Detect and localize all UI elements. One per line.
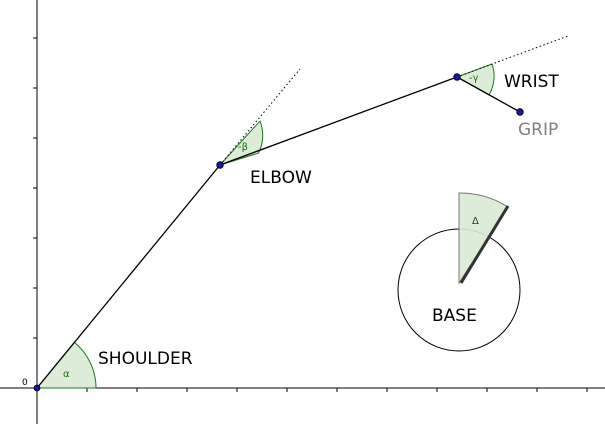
elbow-point: [216, 161, 224, 169]
wrist-point: [453, 73, 461, 81]
beta-label: -β: [238, 142, 248, 153]
alpha-label: α: [63, 369, 70, 380]
alpha-sector: [35, 341, 97, 389]
beta-sector: [218, 120, 264, 167]
base-group: [397, 192, 521, 352]
angle-sectors: [35, 63, 495, 389]
grip-label: GRIP: [518, 120, 558, 140]
joint-labels: SHOULDER ELBOW WRIST GRIP BASE: [98, 72, 559, 369]
hand-link: [456, 76, 521, 113]
y-ticks: [33, 37, 37, 339]
joint-points: [33, 73, 524, 392]
origin-label: 0: [22, 378, 28, 388]
extension-lines: [219, 35, 569, 166]
shoulder-label: SHOULDER: [98, 349, 193, 369]
angle-labels: α -β -γ Δ: [63, 73, 479, 380]
delta-sector: [458, 192, 509, 285]
arm-links: [36, 76, 521, 389]
elbow-label: ELBOW: [250, 168, 312, 188]
grip-point: [516, 108, 524, 116]
shoulder-point: [33, 384, 41, 392]
gamma-label: -γ: [469, 73, 479, 84]
base-label: BASE: [432, 306, 477, 326]
forearm-link: [219, 76, 458, 166]
base-heading-line: [459, 205, 510, 284]
x-ticks: [86, 388, 588, 392]
delta-label: Δ: [472, 216, 479, 227]
upper-arm-link: [36, 164, 221, 389]
shoulder-extension: [219, 68, 301, 166]
wrist-label: WRIST: [504, 72, 559, 92]
